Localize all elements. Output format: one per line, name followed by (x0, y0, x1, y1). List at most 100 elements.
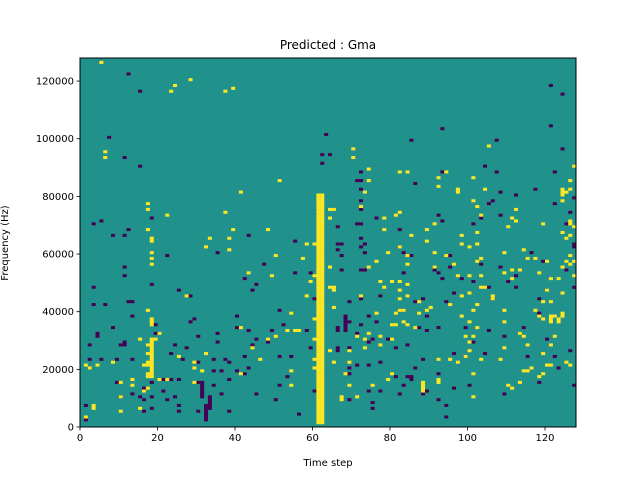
heatmap-cell-low (402, 384, 406, 387)
heatmap-cell-high (316, 225, 320, 228)
heatmap-cell-low (130, 358, 134, 361)
heatmap-cell-high (499, 358, 503, 361)
heatmap-cell-high (142, 390, 146, 393)
heatmap-cell-high (320, 303, 324, 306)
heatmap-cell-high (433, 222, 437, 225)
heatmap-cell-low (235, 369, 239, 372)
heatmap-cell-high (568, 219, 572, 222)
heatmap-cell-low (533, 188, 537, 191)
heatmap-cell-high (119, 395, 123, 398)
heatmap-cell-low (177, 404, 181, 407)
heatmap-cell-high (475, 260, 479, 263)
heatmap-cell-low (123, 266, 127, 269)
heatmap-cell-low (359, 208, 363, 211)
heatmap-cell-high (320, 413, 324, 416)
heatmap-cell-high (541, 372, 545, 375)
heatmap-cell-low (111, 326, 115, 329)
heatmap-cell-low (196, 410, 200, 413)
heatmap-cell-low (367, 390, 371, 393)
heatmap-cell-low (460, 277, 464, 280)
heatmap-cell-high (460, 234, 464, 237)
heatmap-cell-high (200, 369, 204, 372)
heatmap-cell-high (421, 390, 425, 393)
heatmap-cell-high (146, 372, 150, 375)
heatmap-cell-low (247, 366, 251, 369)
heatmap-cell-high (316, 237, 320, 240)
heatmap-cell-high (475, 205, 479, 208)
heatmap-cell-high (169, 90, 173, 93)
heatmap-cell-low (243, 277, 247, 280)
heatmap-cell-high (223, 90, 227, 93)
heatmap-cell-low (336, 248, 340, 251)
heatmap-cell-low (448, 266, 452, 269)
heatmap-cell-low (347, 320, 351, 323)
heatmap-cell-high (316, 378, 320, 381)
y-tick-label: 40000 (42, 307, 74, 318)
heatmap-cell-low (227, 361, 231, 364)
heatmap-cell-high (316, 297, 320, 300)
heatmap-cell-high (316, 381, 320, 384)
heatmap-cell-high (316, 292, 320, 295)
heatmap-cell-low (371, 338, 375, 341)
heatmap-cell-high (444, 170, 448, 173)
heatmap-cell-high (390, 280, 394, 283)
heatmap-cell-high (146, 309, 150, 312)
heatmap-cell-low (437, 398, 441, 401)
heatmap-cell-high (316, 341, 320, 344)
heatmap-cell-high (150, 343, 154, 346)
heatmap-cell-low (99, 358, 103, 361)
heatmap-cell-high (437, 176, 441, 179)
heatmap-cell-low (204, 418, 208, 421)
heatmap-cell-low (452, 387, 456, 390)
heatmap-cell-low (425, 329, 429, 332)
heatmap-cell-low (499, 214, 503, 217)
heatmap-cell-low (491, 199, 495, 202)
heatmap-cell-high (316, 349, 320, 352)
heatmap-cell-low (200, 384, 204, 387)
heatmap-cell-high (468, 245, 472, 248)
heatmap-cell-high (150, 263, 154, 266)
heatmap-cell-high (150, 355, 154, 358)
heatmap-cell-high (274, 335, 278, 338)
heatmap-cell-high (502, 320, 506, 323)
heatmap-cell-high (192, 381, 196, 384)
heatmap-cell-low (309, 346, 313, 349)
heatmap-cell-high (320, 312, 324, 315)
heatmap-cell-high (549, 364, 553, 367)
heatmap-cell-high (363, 346, 367, 349)
heatmap-cell-low (421, 392, 425, 395)
heatmap-cell-high (464, 355, 468, 358)
heatmap-cell-low (138, 165, 142, 168)
heatmap-cell-low (297, 413, 301, 416)
heatmap-cell-low (336, 225, 340, 228)
chart-title: Predicted : Gma (280, 38, 376, 52)
heatmap-cell-low (363, 268, 367, 271)
heatmap-cell-low (347, 398, 351, 401)
x-axis-label: Time step (302, 458, 352, 469)
heatmap-cell-high (150, 349, 154, 352)
heatmap-cell-high (146, 387, 150, 390)
heatmap-cell-high (316, 228, 320, 231)
heatmap-cell-low (336, 346, 340, 349)
heatmap-cell-low (150, 381, 154, 384)
heatmap-cell-low (359, 245, 363, 248)
heatmap-cell-high (406, 283, 410, 286)
heatmap-cell-high (514, 208, 518, 211)
heatmap-cell-low (530, 251, 534, 254)
heatmap-cell-low (514, 193, 518, 196)
heatmap-cell-low (440, 127, 444, 130)
heatmap-cell-high (522, 369, 526, 372)
heatmap-cell-high (561, 315, 565, 318)
heatmap-cell-high (316, 317, 320, 320)
heatmap-cell-low (359, 188, 363, 191)
heatmap-cell-high (541, 300, 545, 303)
heatmap-cell-low (169, 378, 173, 381)
heatmap-cell-low (88, 343, 92, 346)
heatmap-cell-high (119, 410, 123, 413)
heatmap-cell-low (487, 329, 491, 332)
heatmap-cell-high (378, 343, 382, 346)
heatmap-cell-high (398, 245, 402, 248)
heatmap-cell-high (347, 349, 351, 352)
heatmap-cell-high (320, 294, 324, 297)
heatmap-cell-high (320, 280, 324, 283)
